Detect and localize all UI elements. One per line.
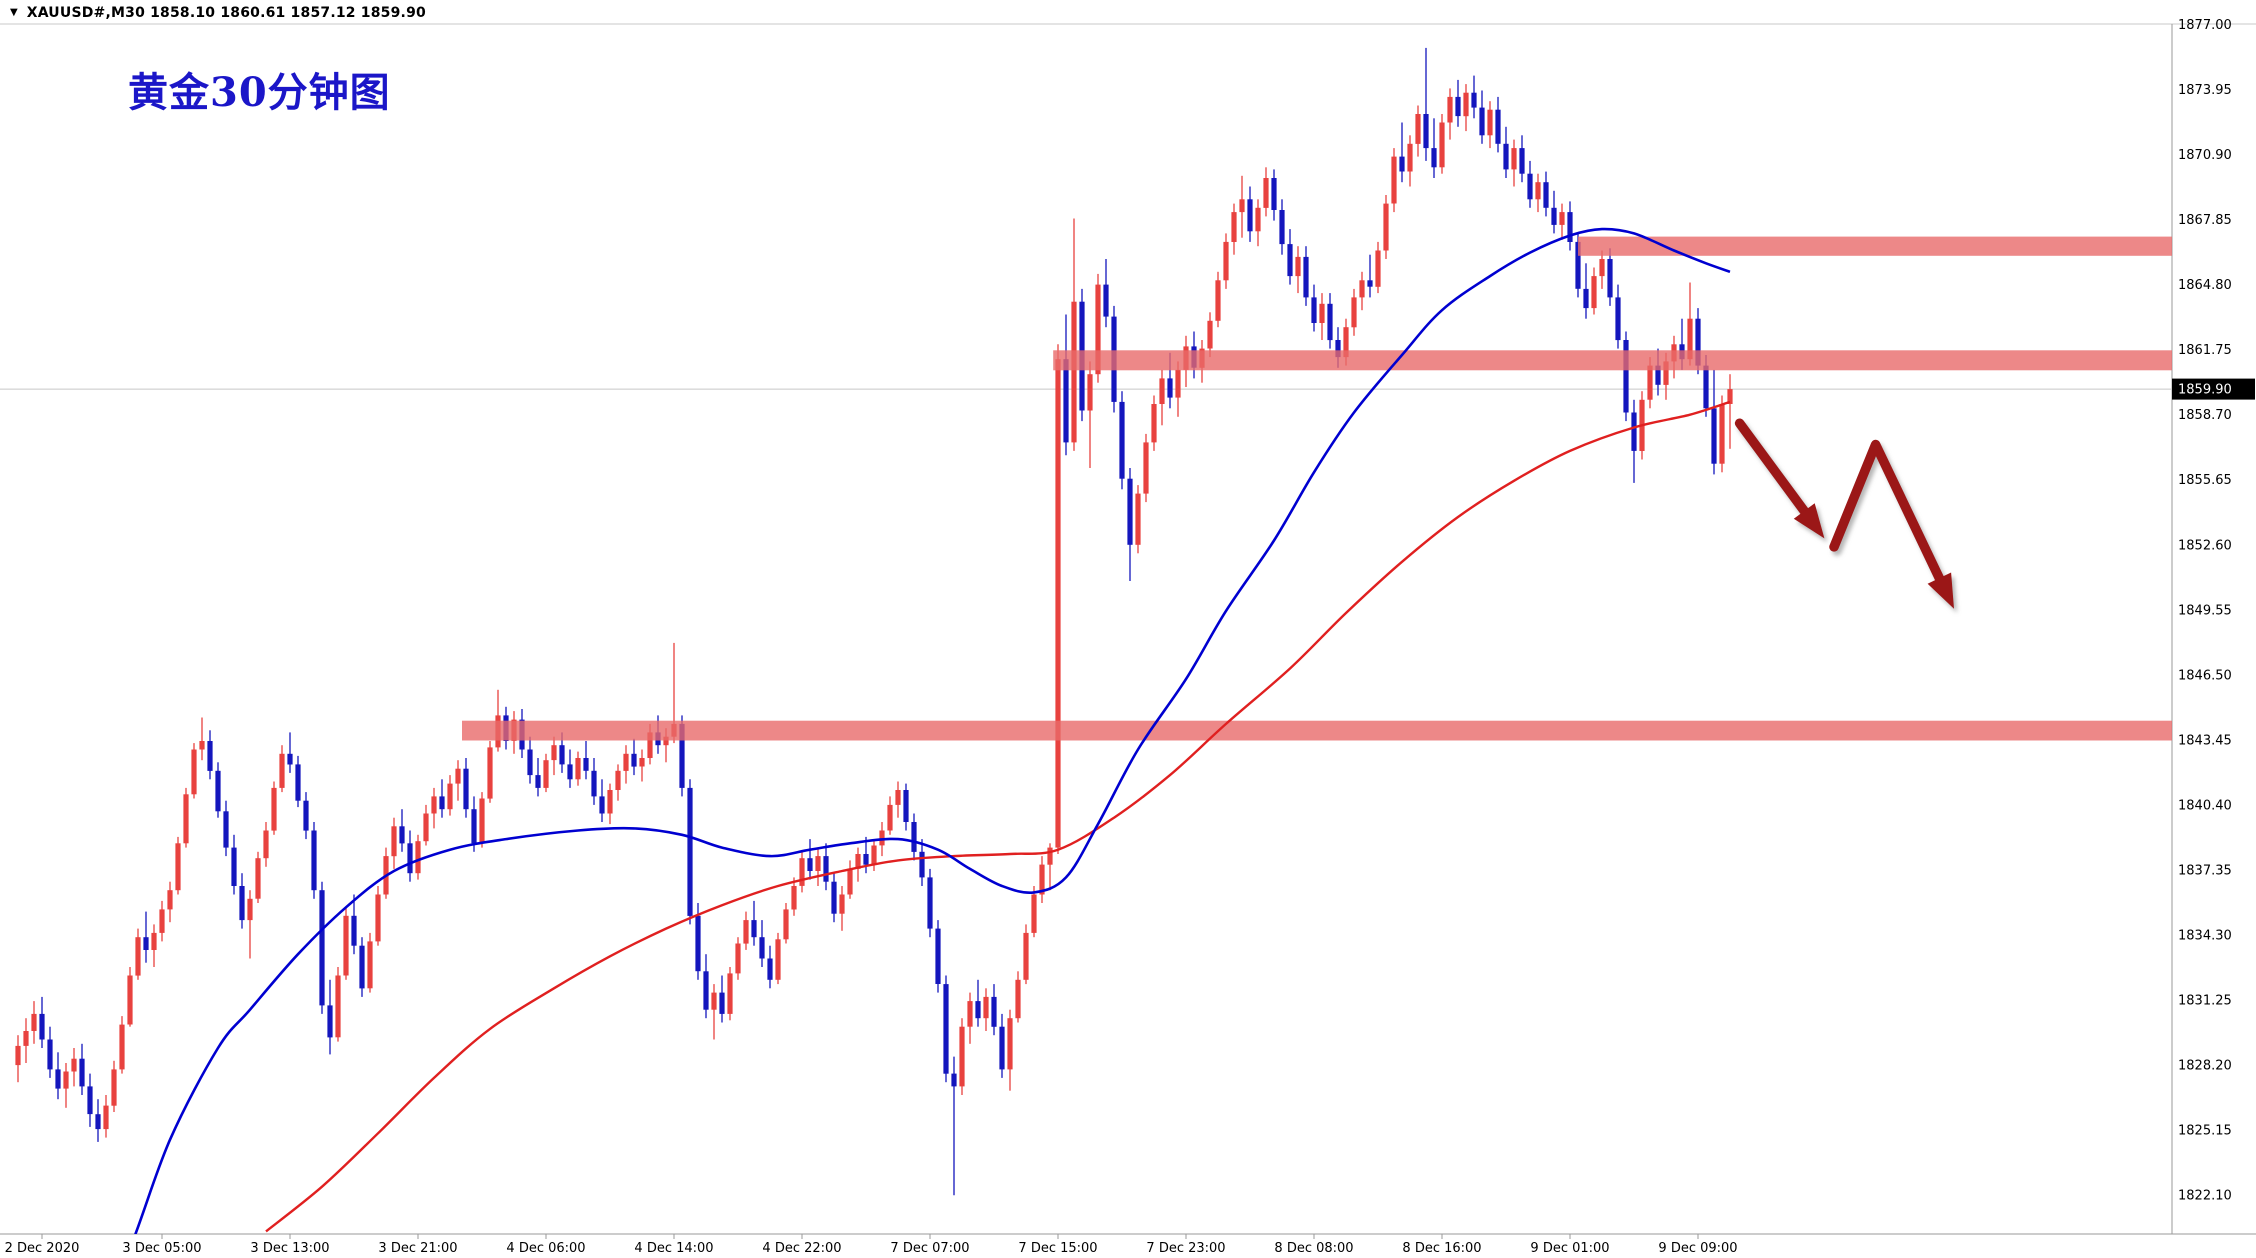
price-tick-label: 1828.20 [2178,1059,2232,1074]
price-tick-label: 1864.80 [2178,278,2232,293]
symbol-ohlc-text: XAUUSD#,M30 1858.10 1860.61 1857.12 1859… [26,5,426,21]
symbol-info-bar: ▼ XAUUSD#,M30 1858.10 1860.61 1857.12 18… [10,5,426,21]
time-tick-label: 7 Dec 23:00 [1146,1241,1225,1256]
price-tick-label: 1852.60 [2178,538,2232,553]
candlesticks [15,47,1733,1196]
time-tick-label: 3 Dec 05:00 [122,1241,201,1256]
price-tick-label: 1873.95 [2178,83,2232,98]
price-tick-label: 1849.55 [2178,603,2232,618]
price-tick-label: 1855.65 [2178,473,2232,488]
time-tick-label: 3 Dec 21:00 [378,1241,457,1256]
forecast-arrows[interactable] [1734,418,1954,609]
time-axis: 2 Dec 2020 3 Dec 05:00 3 Dec 13:00 3 Dec 21… [5,1234,1738,1256]
price-axis: 1877.00 1873.95 1870.90 1867.85 1864.80 1861.… [2178,18,2232,1204]
sr-zone-upper-resistance[interactable] [1578,236,2172,256]
symbol-dropdown-icon[interactable]: ▼ [10,7,18,18]
price-tick-label: 1877.00 [2178,18,2232,33]
price-tick-label: 1834.30 [2178,929,2232,944]
time-tick-label: 8 Dec 16:00 [1402,1241,1481,1256]
time-tick-label: 7 Dec 07:00 [890,1241,969,1256]
price-tick-label: 1870.90 [2178,148,2232,163]
time-tick-label: 4 Dec 22:00 [762,1241,841,1256]
price-tick-label: 1867.85 [2178,213,2232,228]
price-tick-label: 1843.45 [2178,733,2232,748]
price-tick-label: 1825.15 [2178,1124,2232,1139]
time-tick-label: 2 Dec 2020 [5,1241,80,1256]
price-tick-label: 1822.10 [2178,1189,2232,1204]
time-tick-label: 3 Dec 13:00 [250,1241,329,1256]
time-tick-label: 7 Dec 15:00 [1018,1241,1097,1256]
sr-zone-mid-resistance[interactable] [1053,350,2172,371]
price-tick-label: 1846.50 [2178,668,2232,683]
time-tick-label: 9 Dec 01:00 [1530,1241,1609,1256]
price-tick-label: 1861.75 [2178,343,2232,358]
time-tick-label: 4 Dec 06:00 [506,1241,585,1256]
sr-zone-lower-support[interactable] [462,720,2172,741]
ma-slow-red-line[interactable] [265,400,1731,1233]
ma-fast-blue-line[interactable] [18,227,1731,1258]
price-tick-label: 1858.70 [2178,408,2232,423]
time-tick-label: 9 Dec 09:00 [1658,1241,1737,1256]
current-price-tag: 1859.90 [2172,378,2255,400]
price-tick-label: 1837.35 [2178,864,2232,879]
time-tick-label: 4 Dec 14:00 [634,1241,713,1256]
chart-title-annotation[interactable]: 黄金30分钟图 [128,69,391,116]
svg-text:1859.90: 1859.90 [2178,383,2232,398]
price-tick-label: 1831.25 [2178,994,2232,1009]
time-tick-label: 8 Dec 08:00 [1274,1241,1353,1256]
price-tick-label: 1840.40 [2178,798,2232,813]
